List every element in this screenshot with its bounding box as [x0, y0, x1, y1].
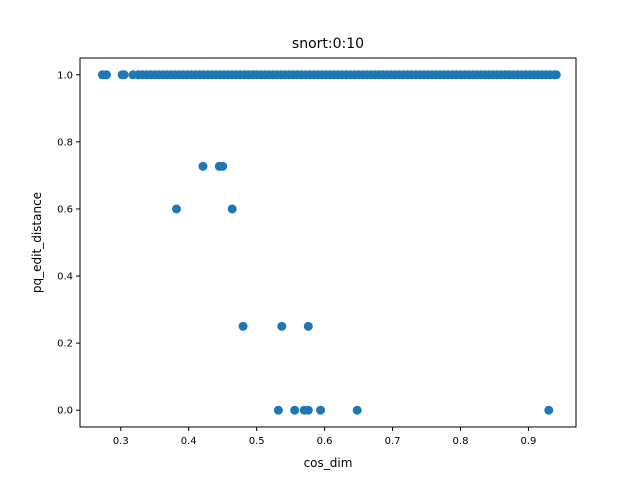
data-point	[316, 405, 326, 415]
data-point	[544, 405, 554, 415]
y-axis-label: pq_edit_distance	[30, 192, 44, 293]
y-tick-label: 0.8	[57, 137, 73, 148]
data-point	[303, 321, 313, 331]
data-point	[352, 405, 362, 415]
data-point	[551, 70, 561, 80]
data-point	[303, 405, 313, 415]
data-point	[198, 161, 208, 171]
x-tick-label: 0.4	[181, 436, 197, 447]
x-tick-label: 0.3	[113, 436, 129, 447]
y-tick-label: 1.0	[57, 70, 73, 81]
x-tick-label: 0.9	[520, 436, 536, 447]
data-point	[227, 204, 237, 214]
x-axis-label: cos_dim	[304, 456, 353, 470]
data-point	[277, 321, 287, 331]
x-axis: 0.3 0.4 0.5 0.6 0.7 0.8 0.9	[113, 427, 536, 447]
data-point	[273, 405, 283, 415]
data-point	[171, 204, 181, 214]
y-tick-label: 0.0	[57, 406, 73, 417]
plot-frame	[79, 57, 577, 428]
y-tick-label: 0.4	[57, 272, 73, 283]
x-tick-label: 0.5	[249, 436, 265, 447]
data-point	[119, 70, 129, 80]
x-tick-label: 0.7	[385, 436, 401, 447]
data-point	[218, 161, 228, 171]
y-tick-label: 0.2	[57, 339, 73, 350]
y-tick-label: 0.6	[57, 204, 73, 215]
x-tick-label: 0.8	[453, 436, 469, 447]
data-points	[97, 70, 561, 415]
chart-title: snort:0:10	[292, 36, 364, 52]
data-point	[238, 321, 248, 331]
y-axis: 0.0 0.2 0.4 0.6 0.8 1.0	[57, 70, 80, 417]
x-tick-label: 0.6	[317, 436, 333, 447]
data-point	[102, 70, 111, 80]
data-point	[290, 405, 300, 415]
